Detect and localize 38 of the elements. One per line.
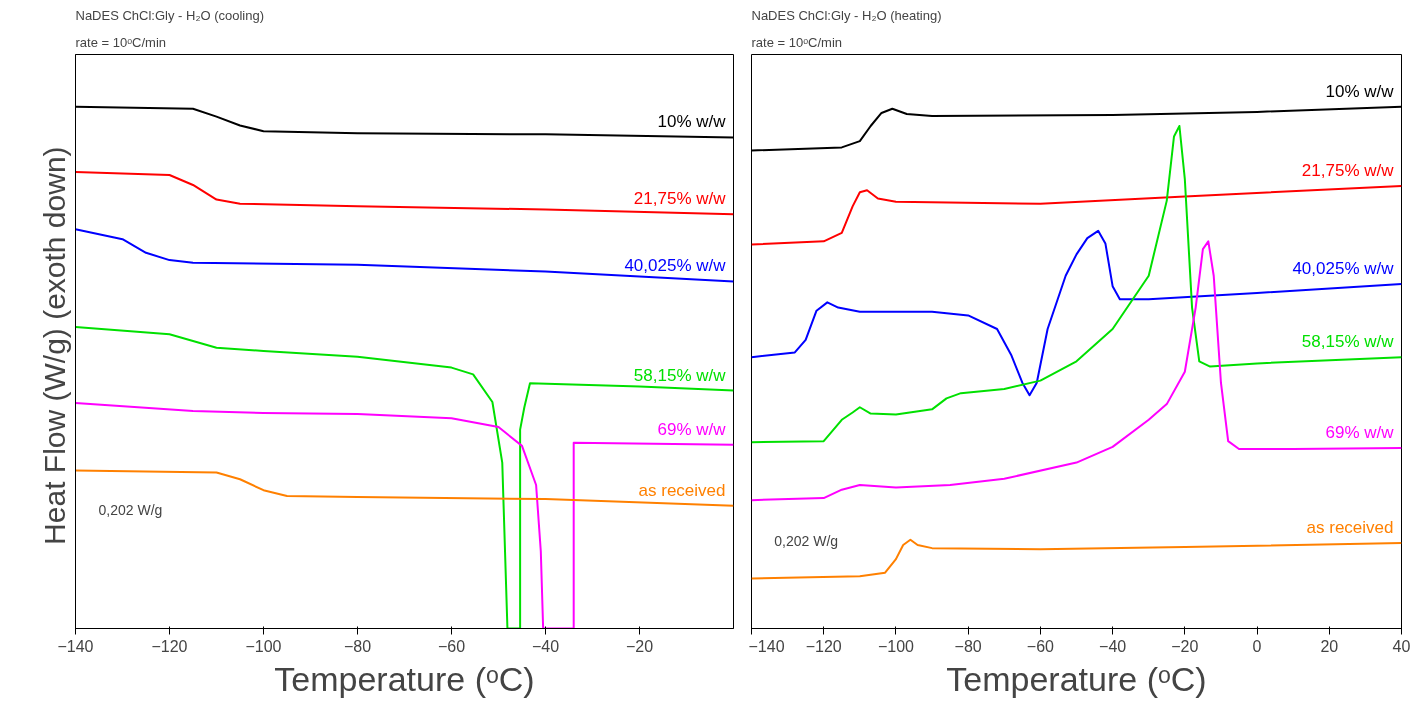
- x-tick-label: 20: [1320, 637, 1339, 655]
- x-tick-label: −120: [805, 637, 842, 655]
- annotation: 0,202 W/g: [774, 532, 839, 549]
- x-tick-label: −60: [437, 637, 466, 655]
- annotation: 0,202 W/g: [98, 502, 163, 519]
- x-tick-label: −80: [343, 637, 372, 655]
- x-tick-label: 0: [1252, 637, 1262, 655]
- x-tick-label: −80: [954, 637, 982, 655]
- x-tick-label: 40: [1392, 637, 1411, 655]
- chart-title: NaDES ChCl:Gly - H₂O (heating): [751, 7, 942, 23]
- x-tick-label: −140: [748, 637, 785, 655]
- x-tick-label: −120: [151, 637, 188, 655]
- chart-title: NaDES ChCl:Gly - H₂O (cooling): [75, 7, 265, 23]
- x-tick-label: −100: [245, 637, 282, 655]
- x-tick-label: −60: [1026, 637, 1055, 655]
- x-tick-label: −40: [1099, 637, 1127, 655]
- series-label: 69% w/w: [1325, 422, 1395, 442]
- y-axis-title: Heat Flow (W/g) (exoth down): [37, 146, 71, 545]
- x-tick-label: −40: [531, 637, 560, 655]
- x-tick-label: −140: [57, 637, 94, 655]
- x-tick-label: −100: [877, 637, 915, 655]
- x-tick-label: −20: [1171, 637, 1199, 655]
- series-label: as received: [638, 480, 726, 500]
- x-axis-title: Temperature (ᵒC): [274, 659, 535, 698]
- series-label: 10% w/w: [657, 112, 727, 132]
- series-label: 21,75% w/w: [1301, 161, 1395, 180]
- x-tick-label: −20: [625, 637, 654, 655]
- series-label: 58,15% w/w: [633, 365, 727, 385]
- chart-subtitle: rate = 10ᵒC/min: [751, 34, 843, 50]
- series-label: 10% w/w: [1325, 81, 1395, 101]
- series-label: 69% w/w: [657, 419, 727, 439]
- series-label: 40,025% w/w: [624, 256, 727, 276]
- x-axis-title: Temperature (ᵒC): [946, 659, 1207, 698]
- series-label: 40,025% w/w: [1292, 259, 1395, 279]
- series-label: 21,75% w/w: [633, 189, 727, 209]
- chart-subtitle: rate = 10ᵒC/min: [75, 34, 167, 50]
- series-label: as received: [1306, 517, 1394, 537]
- series-label: 58,15% w/w: [1301, 332, 1395, 352]
